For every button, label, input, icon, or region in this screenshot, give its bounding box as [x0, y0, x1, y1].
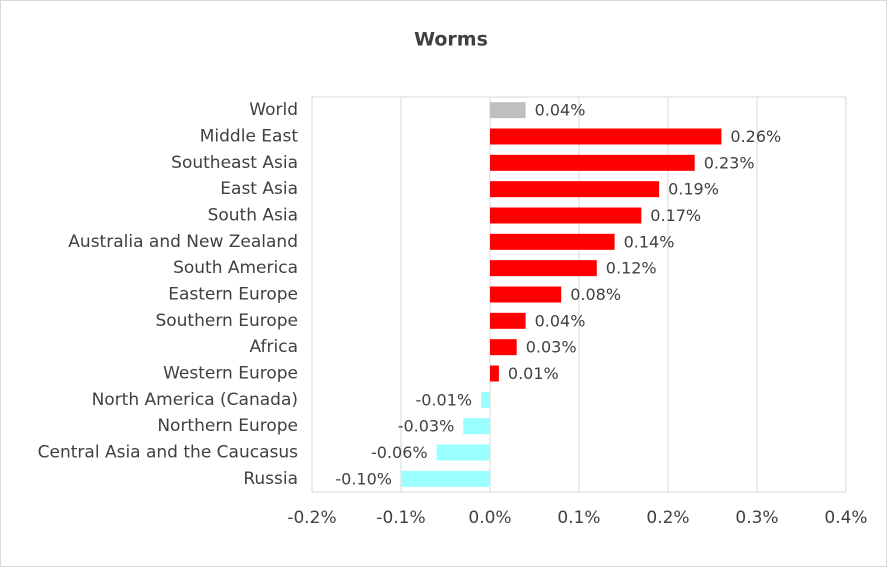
bar [490, 339, 517, 356]
data-label: 0.08% [570, 285, 621, 304]
data-label: 0.26% [730, 127, 781, 146]
data-label: 0.04% [535, 101, 586, 120]
x-tick-label: -0.1% [376, 508, 425, 528]
data-label: 0.14% [624, 232, 675, 251]
x-tick-label: 0.0% [468, 508, 511, 528]
y-tick-label: Eastern Europe [168, 285, 298, 305]
y-tick-label: Africa [250, 337, 299, 357]
bar [490, 312, 526, 329]
y-tick-label: South America [173, 258, 298, 278]
bar [463, 418, 490, 435]
data-label: 0.03% [526, 338, 577, 357]
data-label: 0.19% [668, 180, 719, 199]
y-tick-label: Middle East [200, 127, 299, 147]
y-tick-label: Australia and New Zealand [68, 232, 298, 252]
chart-title: Worms [414, 29, 488, 51]
y-tick-label: World [249, 100, 298, 120]
y-tick-label: Southeast Asia [171, 153, 298, 173]
bar [490, 233, 615, 250]
data-label: 0.04% [535, 311, 586, 330]
bar [436, 444, 490, 461]
x-tick-label: 0.3% [735, 508, 778, 528]
data-label: 0.12% [606, 259, 657, 278]
bar [490, 260, 597, 277]
data-label: -0.03% [398, 417, 455, 436]
bar [490, 181, 660, 198]
x-tick-label: -0.2% [287, 508, 336, 528]
y-tick-label: Northern Europe [157, 416, 298, 436]
y-tick-label: Southern Europe [155, 311, 298, 331]
bar [490, 207, 642, 224]
bar [490, 365, 499, 382]
data-label: -0.06% [371, 443, 428, 462]
x-tick-label: 0.4% [824, 508, 867, 528]
bar [490, 128, 722, 145]
y-tick-label: Western Europe [163, 364, 298, 384]
data-label: 0.01% [508, 364, 559, 383]
bar [481, 391, 490, 408]
data-label: 0.17% [650, 206, 701, 225]
x-tick-label: 0.2% [646, 508, 689, 528]
y-tick-label: East Asia [220, 179, 298, 199]
data-label: -0.10% [335, 469, 392, 488]
bar [490, 154, 695, 171]
bar [401, 470, 490, 487]
y-tick-label: North America (Canada) [92, 390, 298, 410]
y-tick-label: South Asia [208, 206, 298, 226]
data-label: 0.23% [704, 153, 755, 172]
y-tick-label: Russia [243, 469, 298, 489]
x-tick-label: 0.1% [557, 508, 600, 528]
data-label: -0.01% [415, 390, 472, 409]
bar [490, 102, 526, 119]
y-tick-label: Central Asia and the Caucasus [38, 443, 298, 463]
bar [490, 286, 562, 303]
